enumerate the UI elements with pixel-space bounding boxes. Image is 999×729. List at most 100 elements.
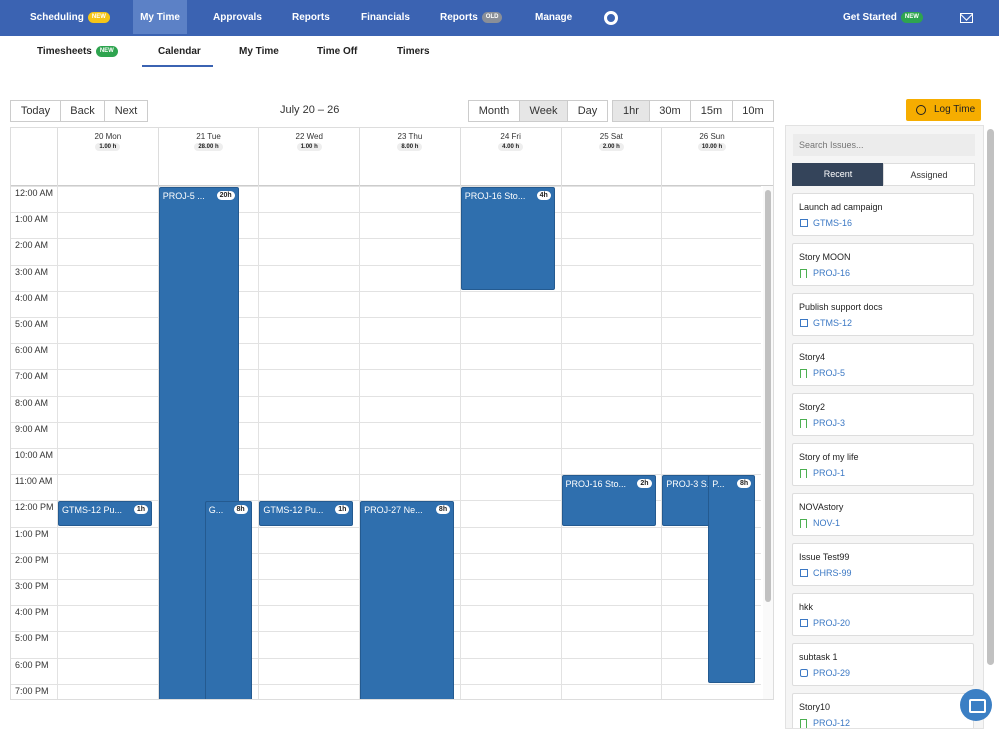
calendar-event[interactable]: P... 8h <box>708 475 756 683</box>
event-hours-badge: 1h <box>133 505 148 515</box>
nav-financials[interactable]: Financials <box>361 12 410 23</box>
issue-title: Story10 <box>799 702 831 712</box>
tab-recent[interactable]: Recent <box>792 163 884 186</box>
check-icon <box>800 569 808 577</box>
issue-card[interactable]: Story4 PROJ-5 <box>792 343 974 386</box>
issue-card[interactable]: Story MOON PROJ-16 <box>792 243 974 286</box>
header-separator <box>11 185 773 186</box>
mail-icon[interactable] <box>960 13 973 23</box>
day-total-badge: 1.00 h <box>296 143 322 151</box>
calendar-scrollbar[interactable] <box>763 186 773 699</box>
tab-assigned[interactable]: Assigned <box>883 163 975 186</box>
calendar-event[interactable]: GTMS-12 Pu... 1h <box>58 501 152 526</box>
issue-key-link[interactable]: PROJ-3 <box>813 418 846 428</box>
view-week-button[interactable]: Week <box>519 100 568 122</box>
back-button[interactable]: Back <box>60 100 105 122</box>
hour-row-line <box>11 238 761 240</box>
issue-key-link[interactable]: PROJ-20 <box>813 618 851 628</box>
issue-card[interactable]: NOVAstory NOV-1 <box>792 493 974 536</box>
issue-title: Story2 <box>799 402 826 412</box>
gear-icon[interactable] <box>604 11 618 25</box>
search-issues-input[interactable] <box>793 134 975 156</box>
scrollbar-thumb[interactable] <box>987 129 994 665</box>
hour-label: 4:00 AM <box>15 292 49 303</box>
day-name: 26 Sun <box>699 132 725 141</box>
panel-scrollbar[interactable] <box>987 127 995 672</box>
issue-key-link[interactable]: PROJ-12 <box>813 718 851 728</box>
issue-card[interactable]: Story10 PROJ-12 <box>792 693 974 728</box>
log-time-button[interactable]: Log Time <box>906 99 981 121</box>
event-hours-badge: 8h <box>435 505 451 515</box>
day-header: 26 Sun 10.00 h <box>661 128 762 186</box>
issue-key-link[interactable]: PROJ-29 <box>813 668 851 678</box>
tab-time-off[interactable]: Time Off <box>317 46 358 57</box>
nav-approvals[interactable]: Approvals <box>213 12 262 23</box>
tab-timers[interactable]: Timers <box>397 46 430 57</box>
issue-card[interactable]: hkk PROJ-20 <box>792 593 974 636</box>
calendar-event[interactable]: PROJ-16 Sto... 2h <box>561 475 656 526</box>
bookmark-icon <box>800 269 807 278</box>
event-hours-badge: 2h <box>637 479 652 489</box>
new-badge: NEW <box>95 46 118 57</box>
hour-row-line <box>11 448 761 449</box>
interval-15m-button[interactable]: 15m <box>690 100 733 122</box>
hour-row-line <box>11 317 761 318</box>
day-column-line <box>359 186 361 699</box>
issue-key-link[interactable]: GTMS-12 <box>813 318 853 328</box>
interval-1hr-button[interactable]: 1hr <box>612 100 650 122</box>
issue-card[interactable]: Story2 PROJ-3 <box>792 393 974 436</box>
issue-card[interactable]: Publish support docs GTMS-12 <box>792 293 974 336</box>
event-hours-badge: 20h <box>216 191 235 200</box>
issue-key-link[interactable]: PROJ-16 <box>813 268 851 278</box>
event-hours-badge: 8h <box>737 479 752 489</box>
today-button[interactable]: Today <box>10 100 61 122</box>
issue-card[interactable]: Issue Test99 CHRS-99 <box>792 543 974 586</box>
day-total-badge: 4.00 h <box>498 143 524 151</box>
tab-timesheets[interactable]: Timesheets NEW <box>37 46 118 57</box>
issue-title: Story of my life <box>799 452 859 462</box>
day-name: 23 Thu <box>397 132 423 141</box>
hour-label: 9:00 AM <box>15 423 49 434</box>
tab-calendar[interactable]: Calendar <box>158 46 201 57</box>
issue-title: Publish support docs <box>799 302 883 312</box>
issue-card[interactable]: Launch ad campaign GTMS-16 <box>792 193 974 236</box>
issue-key-link[interactable]: NOV-1 <box>813 518 841 528</box>
issue-key-link[interactable]: PROJ-5 <box>813 368 846 378</box>
issue-card[interactable]: Story of my life PROJ-1 <box>792 443 974 486</box>
tab-my-time[interactable]: My Time <box>239 46 279 57</box>
event-hours-badge: 8h <box>233 505 248 515</box>
scrollbar-thumb[interactable] <box>765 190 771 602</box>
day-name: 22 Wed <box>295 132 323 141</box>
calendar-event[interactable]: G... 8h <box>204 501 252 699</box>
day-name: 24 Fri <box>500 132 521 141</box>
calendar-event[interactable]: GTMS-12 Pu... 1h <box>259 501 354 526</box>
issue-key-link[interactable]: PROJ-1 <box>813 468 846 478</box>
view-day-button[interactable]: Day <box>567 100 608 122</box>
next-button[interactable]: Next <box>104 100 148 122</box>
interval-30m-button[interactable]: 30m <box>649 100 691 122</box>
interval-10m-button[interactable]: 10m <box>732 100 774 122</box>
day-header: 23 Thu 8.00 h <box>359 128 460 186</box>
nav-reports-old[interactable]: Reports OLD <box>440 0 503 34</box>
day-total-badge: 2.00 h <box>598 143 624 151</box>
issue-key-link[interactable]: CHRS-99 <box>813 568 852 578</box>
hour-row-line <box>11 421 761 423</box>
issue-card[interactable]: subtask 1 PROJ-29 <box>792 643 974 686</box>
nav-get-started[interactable]: Get Started NEW <box>843 0 923 34</box>
hour-row-line <box>11 290 761 292</box>
nav-manage[interactable]: Manage <box>535 12 573 23</box>
event-title: PROJ-3 S... <box>666 479 715 490</box>
nav-scheduling[interactable]: Scheduling NEW <box>30 0 110 34</box>
nav-reports[interactable]: Reports <box>292 12 330 23</box>
calendar-event[interactable]: PROJ-27 Ne... 8h <box>360 501 455 699</box>
nav-my-time[interactable]: My Time <box>133 0 187 34</box>
event-title: P... <box>712 479 725 490</box>
issue-key-link[interactable]: GTMS-16 <box>813 218 853 228</box>
calendar-event[interactable]: PROJ-16 Sto... 4h <box>460 187 555 290</box>
hour-label: 1:00 AM <box>15 214 49 225</box>
day-name: 25 Sat <box>599 132 623 141</box>
bookmark-icon <box>800 719 807 728</box>
view-month-button[interactable]: Month <box>468 100 520 122</box>
week-calendar: 20 Mon 1.00 h 21 Tue 28.00 h 22 Wed 1.00 h 23 … <box>10 127 774 700</box>
chat-icon[interactable] <box>960 689 992 721</box>
